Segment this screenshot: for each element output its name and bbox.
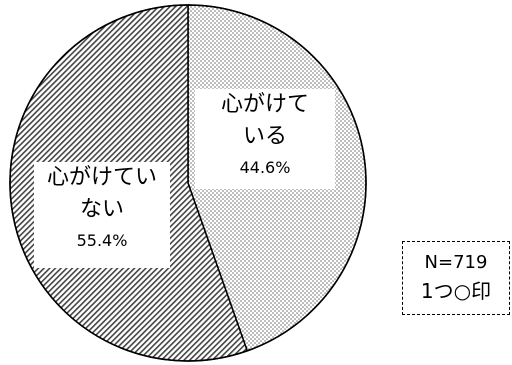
- sample-size-label: N=719: [424, 252, 488, 273]
- slice-value-label: 55.4%: [76, 231, 128, 250]
- pie-outline: [9, 4, 367, 362]
- slice-label-kokorogakete-iru: 心がけて いる 44.6%: [195, 89, 335, 189]
- slice-name-line2: ない: [79, 197, 124, 222]
- slice-name-line1: 心がけてい: [46, 165, 157, 190]
- sample-note-box: N=719 1つ○印: [402, 241, 510, 315]
- slice-label-kokorogakete-inai: 心がけてい ない 55.4%: [34, 162, 170, 268]
- slice-name-line2: いる: [242, 124, 287, 149]
- slice-name-line1: 心がけて: [220, 92, 309, 117]
- slice-value-label: 44.6%: [239, 158, 291, 177]
- answer-method-label: 1つ○印: [420, 279, 492, 303]
